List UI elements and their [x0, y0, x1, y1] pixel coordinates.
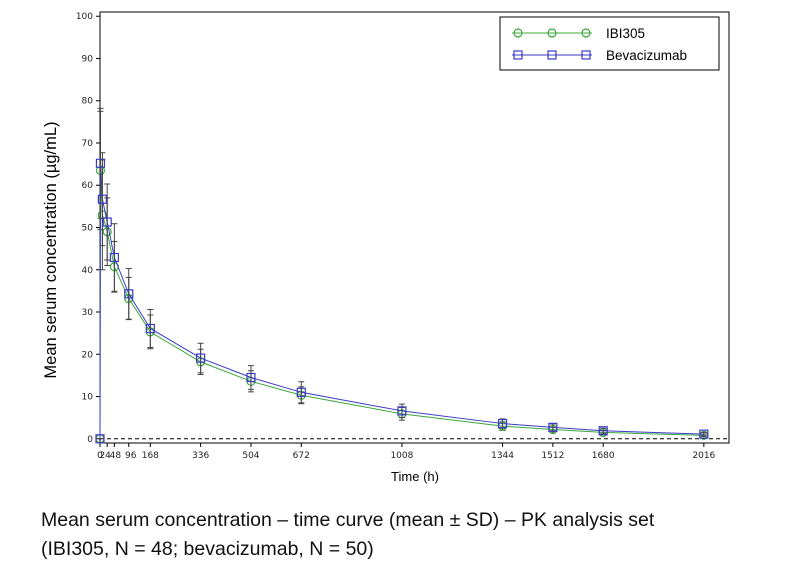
legend-entry-bevacizumab: Bevacizumab [512, 48, 687, 63]
y-tick-label: 100 [76, 12, 93, 22]
y-tick-label: 20 [82, 350, 94, 360]
error-bar [147, 308, 154, 349]
x-tick-label: 96 [125, 451, 137, 461]
error-bar [700, 431, 707, 437]
data-point [97, 194, 107, 204]
error-bar [499, 418, 506, 429]
data-point [246, 372, 256, 383]
x-tick-label: 2016 [692, 451, 715, 461]
x-tick-label: 1008 [390, 451, 413, 461]
caption-line-1: Mean serum concentration – time curve (m… [41, 509, 655, 531]
y-tick-label: 60 [82, 181, 94, 191]
legend-label: Bevacizumab [606, 48, 687, 63]
x-tick-label: 24 [99, 451, 111, 461]
y-tick-label: 40 [82, 266, 94, 276]
y-tick-label: 50 [82, 224, 94, 234]
series-ibi305 [95, 110, 709, 444]
legend-box [499, 16, 720, 71]
data-point [145, 323, 155, 334]
legend-label: IBI305 [606, 26, 645, 41]
legend-entry-ibi305: IBI305 [512, 26, 645, 41]
error-bar [125, 267, 132, 320]
data-point [397, 406, 407, 416]
legend-marker [547, 50, 557, 60]
data-point [102, 217, 112, 227]
data-point [196, 353, 206, 363]
series-line [99, 163, 704, 439]
x-tick-label: 168 [142, 451, 159, 461]
data-point [95, 434, 105, 444]
x-tick-label: 504 [242, 451, 259, 461]
error-bar [600, 427, 607, 434]
y-tick-label: 10 [82, 393, 94, 403]
error-bar [99, 152, 106, 247]
series-line [99, 170, 704, 439]
error-bar [247, 365, 254, 390]
legend-marker [581, 50, 591, 60]
legend-marker [547, 28, 557, 38]
caption-line-2: (IBI305, N = 48; bevacizumab, N = 50) [41, 538, 374, 560]
data-point [497, 418, 508, 429]
x-tick-label: 1680 [592, 451, 615, 461]
x-tick-label: 48 [110, 451, 122, 461]
data-point [598, 426, 608, 436]
legend-marker [581, 28, 591, 38]
data-point [548, 422, 558, 432]
error-bar [104, 183, 111, 261]
data-point [109, 252, 119, 263]
data-point [124, 289, 134, 299]
data-point [296, 387, 306, 397]
y-tick-label: 30 [82, 308, 94, 318]
legend-marker [513, 50, 523, 60]
x-axis-title: Time (h) [391, 469, 439, 484]
data-point [699, 429, 709, 439]
series-bevacizumab [95, 107, 709, 444]
error-bar [298, 381, 305, 404]
legend-marker [513, 28, 523, 38]
plot-frame [99, 11, 730, 444]
data-point [95, 158, 106, 168]
y-tick-label: 90 [82, 54, 94, 64]
x-tick-label: 0 [97, 451, 103, 461]
figure-caption: Mean serum concentration – time curve (m… [41, 506, 801, 564]
y-tick-label: 80 [82, 97, 94, 107]
error-bar [197, 342, 204, 374]
x-tick-label: 336 [192, 451, 209, 461]
error-bar [549, 423, 556, 432]
error-bar [111, 223, 118, 292]
y-tick-label: 70 [82, 139, 94, 149]
y-tick-label: 0 [87, 435, 93, 445]
x-tick-label: 1344 [491, 451, 514, 461]
x-tick-label: 672 [293, 451, 310, 461]
y-axis-title: Mean serum concentration (µg/mL) [42, 121, 60, 378]
x-tick-label: 1512 [541, 451, 564, 461]
